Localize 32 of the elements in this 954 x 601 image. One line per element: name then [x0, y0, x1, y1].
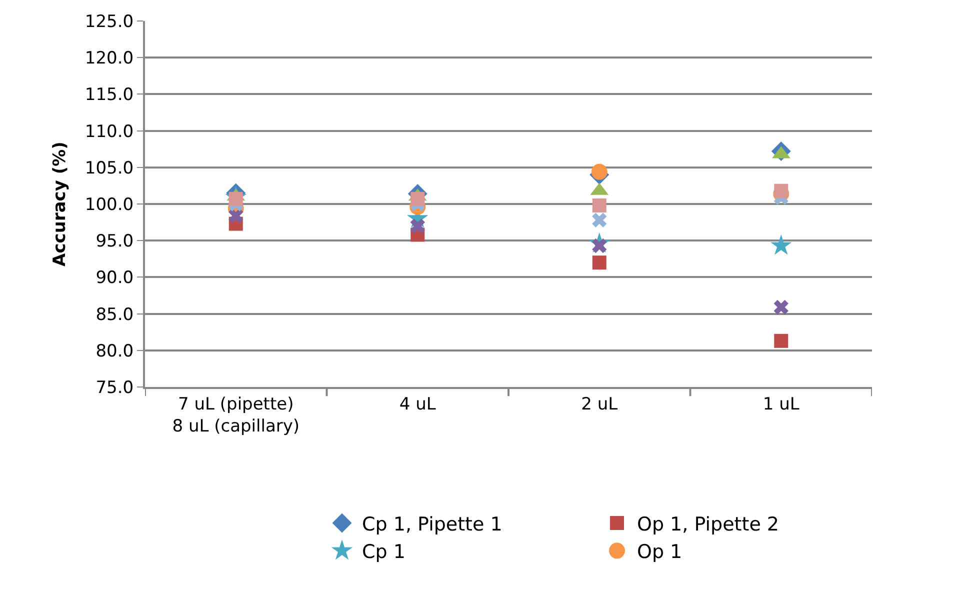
x-tick-label: 1 uL [762, 394, 800, 414]
y-axis-title: Accuracy (%) [50, 142, 70, 266]
y-tick-label: 100.0 [84, 194, 134, 215]
y-tick-label: 80.0 [96, 341, 134, 362]
y-tick-label: 75.0 [96, 378, 134, 398]
legend-label: Op 1, Pipette 2 [637, 513, 780, 536]
point [410, 218, 425, 234]
point [774, 184, 788, 198]
point [228, 208, 244, 224]
y-tick-label: 95.0 [96, 232, 134, 252]
legend-label: Cp 1 [362, 541, 406, 564]
point [774, 300, 788, 315]
y-tick-label: 120.0 [84, 48, 134, 69]
y-tick-label: 105.0 [84, 158, 134, 178]
point [592, 212, 607, 228]
x-tick-label: 2 uL [581, 394, 618, 414]
y-tick-label: 85.0 [96, 304, 134, 325]
legend-label: Op 1 [637, 541, 682, 564]
x-tick-label: 7 uL (pipette) 8 uL (capillary) [172, 394, 300, 436]
y-tick-label: 125.0 [84, 12, 134, 32]
x-tick-label: 4 uL [399, 394, 436, 414]
y-tick-label: 110.0 [84, 122, 134, 142]
point [592, 198, 606, 212]
point [592, 256, 606, 270]
point [770, 234, 792, 255]
point [410, 192, 425, 206]
y-tick-label: 90.0 [96, 268, 134, 288]
legend-label: Cp 1, Pipette 1 [362, 513, 502, 536]
y-tick-label: 115.0 [84, 85, 134, 106]
point [591, 164, 608, 180]
point [774, 334, 788, 348]
point [228, 192, 243, 206]
